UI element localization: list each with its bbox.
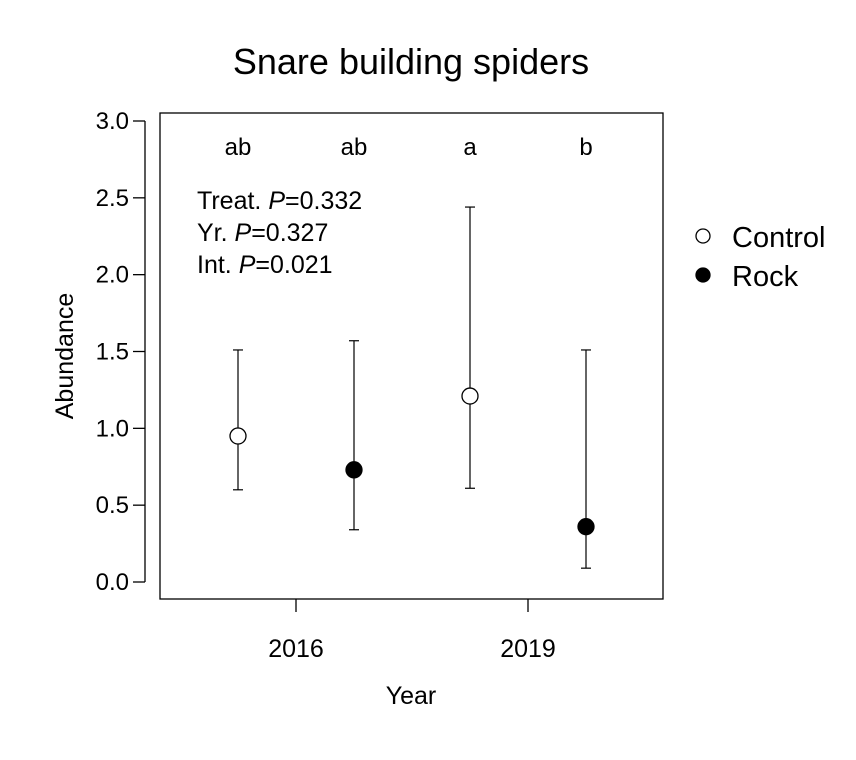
y-tick-label: 2.5 bbox=[96, 185, 129, 212]
legend-marker bbox=[695, 267, 711, 283]
stats-line: Yr. P=0.327 bbox=[197, 219, 328, 247]
y-tick-label: 0.5 bbox=[96, 492, 129, 519]
y-tick-label: 2.0 bbox=[96, 262, 129, 289]
legend: Control Rock bbox=[695, 222, 826, 293]
x-tick-label: 2016 bbox=[268, 635, 324, 663]
point-marker bbox=[461, 387, 479, 405]
point-rock-2016 bbox=[345, 340, 363, 531]
point-control-2016 bbox=[229, 349, 247, 491]
legend-marker bbox=[695, 228, 711, 244]
y-tick-label: 0.0 bbox=[96, 569, 129, 596]
plot-frame bbox=[159, 112, 664, 600]
stats-annotation: Treat. P=0.332 Yr. P=0.327 Int. P=0.021 bbox=[197, 187, 362, 279]
legend-item-control: Control bbox=[695, 222, 826, 254]
stats-line: Treat. P=0.332 bbox=[197, 187, 362, 215]
stats-line: Int. P=0.021 bbox=[197, 251, 333, 279]
point-marker bbox=[577, 518, 595, 536]
chart-title: Snare building spiders bbox=[233, 41, 589, 82]
significance-letters: ab a ab b bbox=[225, 134, 593, 161]
legend-label: Rock bbox=[732, 261, 799, 293]
y-tick-label: 3.0 bbox=[96, 108, 129, 135]
point-control-2019 bbox=[461, 206, 479, 489]
point-marker bbox=[345, 461, 363, 479]
legend-item-rock: Rock bbox=[695, 261, 799, 293]
y-tick-label: 1.5 bbox=[96, 339, 129, 366]
data-points bbox=[229, 206, 595, 569]
y-axis-label: Abundance bbox=[51, 293, 79, 420]
point-marker bbox=[229, 427, 247, 445]
y-tick-label: 1.0 bbox=[96, 415, 129, 442]
x-tick-label: 2019 bbox=[500, 635, 556, 663]
y-axis: 0.0 0.5 1.0 1.5 2.0 2.5 3.0 bbox=[96, 108, 146, 596]
significance-letter: b bbox=[579, 134, 592, 161]
significance-letter: a bbox=[463, 134, 477, 161]
legend-label: Control bbox=[732, 222, 826, 254]
x-axis-label: Year bbox=[386, 682, 437, 710]
significance-letter: ab bbox=[341, 134, 368, 161]
x-axis: 2016 2019 bbox=[268, 599, 556, 663]
significance-letter: ab bbox=[225, 134, 252, 161]
point-rock-2019 bbox=[577, 349, 595, 569]
